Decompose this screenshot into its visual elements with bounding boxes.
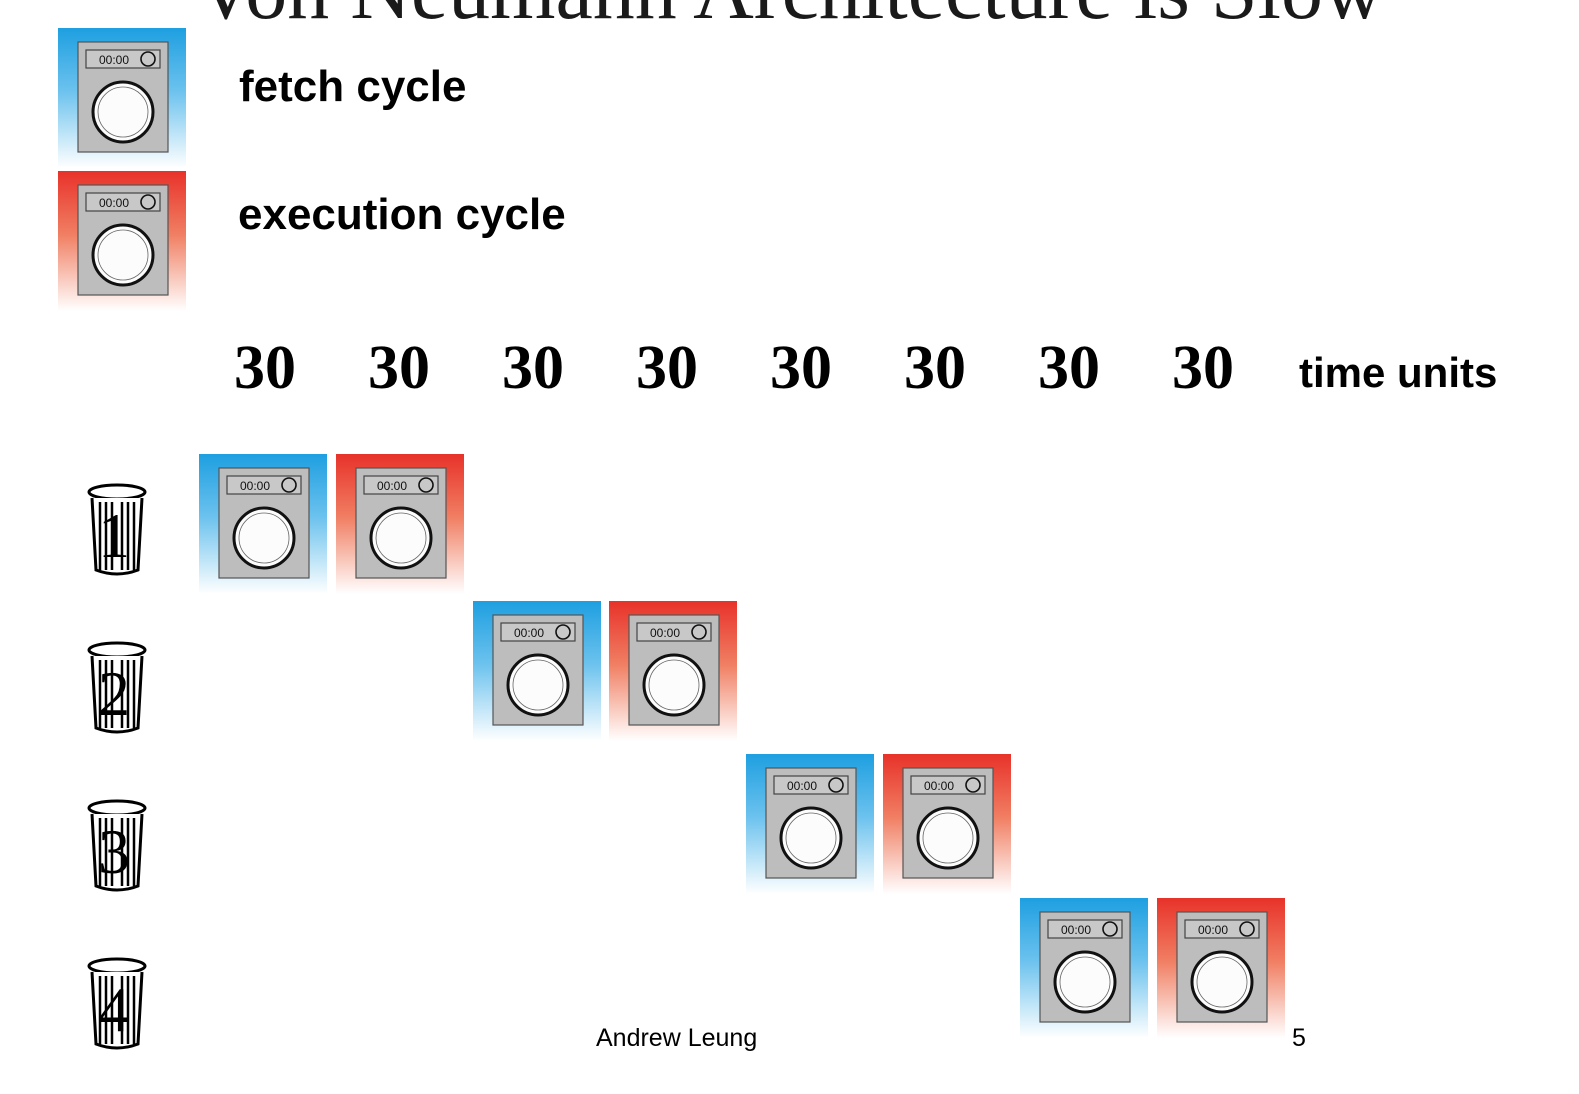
svg-text:00:00: 00:00 <box>99 53 129 67</box>
time-duration-5: 30 <box>770 334 832 402</box>
fetch-cycle-washer-icon: 00:00 <box>199 454 327 594</box>
laundry-basket-icon: 4 <box>84 956 150 1052</box>
fetch-cycle-washer-icon: 00:00 <box>473 601 601 741</box>
time-duration-4: 30 <box>636 334 698 402</box>
svg-text:00:00: 00:00 <box>377 479 407 493</box>
svg-text:00:00: 00:00 <box>650 626 680 640</box>
time-duration-8: 30 <box>1172 334 1234 402</box>
svg-text:00:00: 00:00 <box>99 196 129 210</box>
page-number: 5 <box>1292 1024 1306 1052</box>
legend-execution-label: execution cycle <box>238 190 566 239</box>
time-duration-2: 30 <box>368 334 430 402</box>
time-unit-label: time units <box>1299 349 1498 396</box>
svg-text:00:00: 00:00 <box>1061 923 1091 937</box>
fetch-cycle-washer-icon: 00:00 <box>746 754 874 894</box>
time-duration-6: 30 <box>904 334 966 402</box>
load-number: 1 <box>98 500 130 571</box>
execution-cycle-washer-icon: 00:00 <box>883 754 1011 894</box>
execution-cycle-washer-icon: 00:00 <box>609 601 737 741</box>
slide-title: Von Neumann Architecture is Slow <box>195 0 1383 37</box>
laundry-basket-icon: 2 <box>84 640 150 736</box>
slide-title-clipped: Von Neumann Architecture is Slow <box>0 0 1579 39</box>
svg-text:00:00: 00:00 <box>787 779 817 793</box>
footer-author: Andrew Leung <box>596 1024 758 1052</box>
laundry-basket-icon: 1 <box>84 482 150 578</box>
execution-cycle-washer-icon: 00:00 <box>336 454 464 594</box>
load-number: 3 <box>98 816 130 887</box>
execution-cycle-washer-icon: 00:00 <box>1157 898 1285 1038</box>
svg-text:00:00: 00:00 <box>240 479 270 493</box>
legend-execution-washer-icon: 00:00 <box>58 171 186 311</box>
legend-fetch-label: fetch cycle <box>239 62 467 111</box>
laundry-basket-icon: 3 <box>84 798 150 894</box>
time-duration-7: 30 <box>1038 334 1100 402</box>
svg-text:00:00: 00:00 <box>1198 923 1228 937</box>
load-number: 2 <box>98 658 130 729</box>
svg-text:00:00: 00:00 <box>924 779 954 793</box>
legend-fetch-washer-icon: 00:00 <box>58 28 186 168</box>
svg-text:00:00: 00:00 <box>514 626 544 640</box>
time-duration-3: 30 <box>502 334 564 402</box>
time-duration-1: 30 <box>234 334 296 402</box>
load-number: 4 <box>98 974 130 1045</box>
fetch-cycle-washer-icon: 00:00 <box>1020 898 1148 1038</box>
